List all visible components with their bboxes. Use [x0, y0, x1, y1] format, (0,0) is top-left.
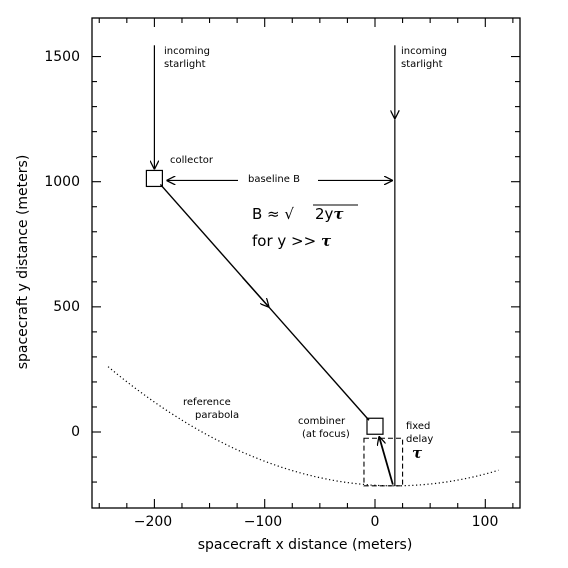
combiner-mirror — [366, 417, 384, 435]
delay-return-arrow — [379, 436, 394, 485]
collector-label: collector — [170, 155, 214, 166]
reference-parabola-label: reference parabola — [183, 397, 239, 421]
y-axis-label: spacecraft y distance (meters) — [15, 155, 31, 370]
x-axis-label: spacecraft x distance (meters) — [198, 537, 413, 553]
sqrt-symbol: √ — [284, 205, 294, 223]
y-tick-label-1000: 1000 — [44, 174, 80, 190]
y-tick-label-500: 500 — [53, 299, 80, 315]
beam-direction-arrow — [242, 277, 269, 308]
plot-frame — [91, 17, 521, 509]
svg-text:2yτ: 2yτ — [315, 205, 344, 223]
fixed-delay-box — [363, 437, 404, 487]
y-tick-label-0: 0 — [71, 424, 80, 440]
y-tick-label-1500: 1500 — [44, 49, 80, 65]
incoming-starlight-right-label: incoming starlight — [401, 46, 450, 70]
collector-mirror — [145, 169, 163, 188]
fixed-delay-tau: τ — [412, 444, 423, 462]
combiner-label: combiner (at focus) — [298, 416, 350, 440]
x-tick-label-0: 0 — [371, 514, 380, 530]
x-tick-label-100: 100 — [472, 514, 499, 530]
fixed-delay-label: fixed delay — [406, 421, 434, 445]
x-tick-label-neg200: −200 — [134, 514, 172, 530]
baseline-formula: B ≈ √ 2yτ for y >> τ — [252, 204, 358, 250]
svg-text:for y >> τ: for y >> τ — [252, 232, 332, 250]
reference-parabola — [107, 366, 499, 487]
axis-ticks — [92, 18, 520, 508]
baseline-label: baseline B — [248, 174, 300, 185]
incoming-starlight-left-label: incoming starlight — [164, 46, 213, 70]
x-tick-label-neg100: −100 — [244, 514, 282, 530]
svg-text:B ≈ √: B ≈ √ — [252, 205, 294, 223]
